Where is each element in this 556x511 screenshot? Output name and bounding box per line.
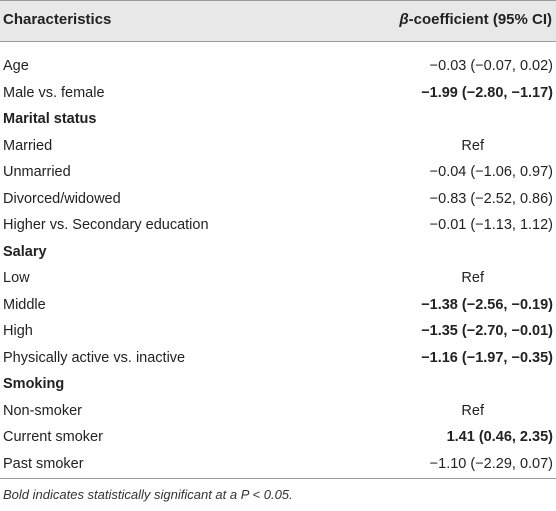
table-row-current-smoker: Current smoker 1.41 (0.46, 2.35) bbox=[0, 426, 556, 453]
row-label: Divorced/widowed bbox=[3, 190, 121, 207]
row-label: Higher vs. Secondary education bbox=[3, 217, 209, 233]
table-row-married: Married Ref bbox=[0, 135, 556, 162]
row-label: Past smoker bbox=[3, 455, 84, 472]
row-value: −0.83 (−2.52, 0.86) bbox=[429, 190, 553, 207]
header-beta-coefficient: β-coefficient (95% CI) bbox=[399, 11, 552, 28]
table-footnote: Bold indicates statistically significant… bbox=[3, 487, 293, 502]
table-row-low: Low Ref bbox=[0, 267, 556, 294]
row-value: 1.41 (0.46, 2.35) bbox=[446, 429, 553, 445]
row-value: −1.38 (−2.56, −0.19) bbox=[421, 296, 553, 313]
row-value: −1.10 (−2.29, 0.07) bbox=[429, 455, 553, 472]
table-body: Age −0.03 (−0.07, 0.02) Male vs. female … bbox=[0, 55, 556, 479]
row-label: Non-smoker bbox=[3, 402, 82, 419]
row-label: Male vs. female bbox=[3, 84, 105, 101]
section-smoking: Smoking bbox=[0, 373, 556, 400]
row-value: −1.99 (−2.80, −1.17) bbox=[421, 84, 553, 101]
row-label: Physically active vs. inactive bbox=[3, 349, 186, 366]
row-value: −0.01 (−1.13, 1.12) bbox=[429, 217, 553, 233]
row-label: High bbox=[3, 323, 33, 339]
table-row-education: Higher vs. Secondary education −0.01 (−1… bbox=[0, 214, 556, 241]
table-row-high: High −1.35 (−2.70, −0.01) bbox=[0, 320, 556, 347]
header-beta-rest: -coefficient (95% CI) bbox=[408, 11, 552, 28]
row-value: −0.03 (−0.07, 0.02) bbox=[429, 58, 553, 74]
table-row-sex: Male vs. female −1.99 (−2.80, −1.17) bbox=[0, 82, 556, 109]
table-bottom-rule bbox=[0, 478, 556, 479]
table-header: Characteristics β-coefficient (95% CI) bbox=[0, 0, 556, 42]
table-row-unmarried: Unmarried −0.04 (−1.06, 0.97) bbox=[0, 161, 556, 188]
header-characteristics: Characteristics bbox=[3, 11, 112, 28]
section-label: Marital status bbox=[3, 111, 97, 127]
beta-symbol: β bbox=[399, 11, 409, 28]
row-value: −1.35 (−2.70, −0.01) bbox=[421, 323, 553, 339]
row-label: Low bbox=[3, 270, 30, 286]
table-row-past-smoker: Past smoker −1.10 (−2.29, 0.07) bbox=[0, 453, 556, 480]
row-label: Married bbox=[3, 137, 53, 154]
section-marital-status: Marital status bbox=[0, 108, 556, 135]
row-value: Ref bbox=[461, 402, 484, 419]
row-value: Ref bbox=[461, 137, 484, 154]
row-value: Ref bbox=[461, 270, 484, 286]
row-label: Age bbox=[3, 58, 29, 74]
table-row-non-smoker: Non-smoker Ref bbox=[0, 400, 556, 427]
row-label: Middle bbox=[3, 296, 46, 313]
section-label: Salary bbox=[3, 243, 47, 260]
row-value: −0.04 (−1.06, 0.97) bbox=[429, 164, 553, 180]
row-label: Current smoker bbox=[3, 429, 103, 445]
section-label: Smoking bbox=[3, 376, 65, 392]
table-row-age: Age −0.03 (−0.07, 0.02) bbox=[0, 55, 556, 82]
table-row-physical-activity: Physically active vs. inactive −1.16 (−1… bbox=[0, 347, 556, 374]
table-row-middle: Middle −1.38 (−2.56, −0.19) bbox=[0, 294, 556, 321]
row-value: −1.16 (−1.97, −0.35) bbox=[421, 349, 553, 366]
row-label: Unmarried bbox=[3, 164, 71, 180]
table-row-divorced: Divorced/widowed −0.83 (−2.52, 0.86) bbox=[0, 188, 556, 215]
section-salary: Salary bbox=[0, 241, 556, 268]
